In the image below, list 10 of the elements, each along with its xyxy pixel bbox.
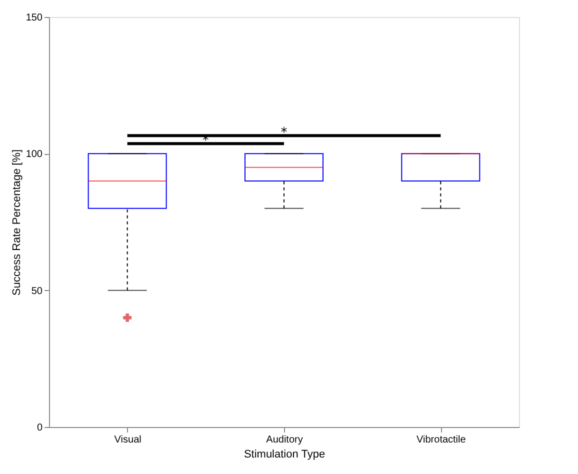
y-tick-label: 100 xyxy=(26,149,43,160)
x-tick-label: Auditory xyxy=(266,434,303,446)
x-tick-label: Vibrotactile xyxy=(416,434,466,446)
y-tick-label: 150 xyxy=(26,12,43,24)
y-axis-title: Success Rate Percentage [%] xyxy=(10,149,23,296)
annotation: * xyxy=(280,126,288,141)
x-tick-label: Visual xyxy=(114,434,142,446)
y-tick-label: 50 xyxy=(31,286,43,297)
x-axis-title: Stimulation Type xyxy=(244,448,326,460)
y-tick-label: 0 xyxy=(36,422,43,434)
